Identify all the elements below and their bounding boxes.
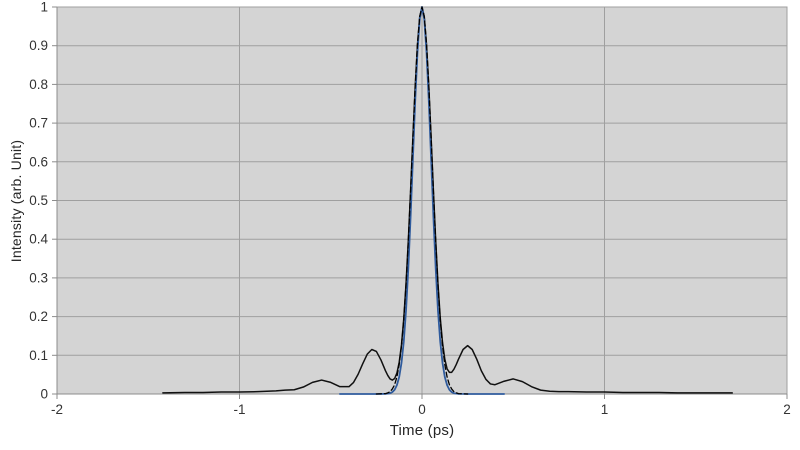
y-tick-label: 0.3	[29, 270, 48, 285]
y-tick-label: 0.4	[29, 232, 48, 247]
y-tick-label: 0.1	[29, 348, 48, 363]
x-tick-label: 2	[783, 402, 791, 417]
x-axis-title: Time (ps)	[389, 422, 455, 439]
y-tick-label: 0.5	[29, 193, 48, 208]
y-tick-label: 0.7	[29, 116, 48, 131]
x-tick-label: 0	[418, 402, 426, 417]
y-tick-label: 0.2	[29, 309, 48, 324]
x-tick-label: -2	[51, 402, 63, 417]
y-tick-label: 0.6	[29, 154, 48, 169]
y-axis-title: Intensity (arb. Unit)	[8, 139, 24, 263]
y-tick-label: 0.8	[29, 77, 48, 92]
series-fit_dashed	[375, 6, 469, 395]
y-tick-label: 1	[40, 0, 48, 15]
x-tick-label: -1	[233, 402, 245, 417]
x-tick-label: 1	[601, 402, 609, 417]
y-tick-label: 0.9	[29, 38, 48, 53]
y-tick-label: 0	[40, 387, 48, 402]
